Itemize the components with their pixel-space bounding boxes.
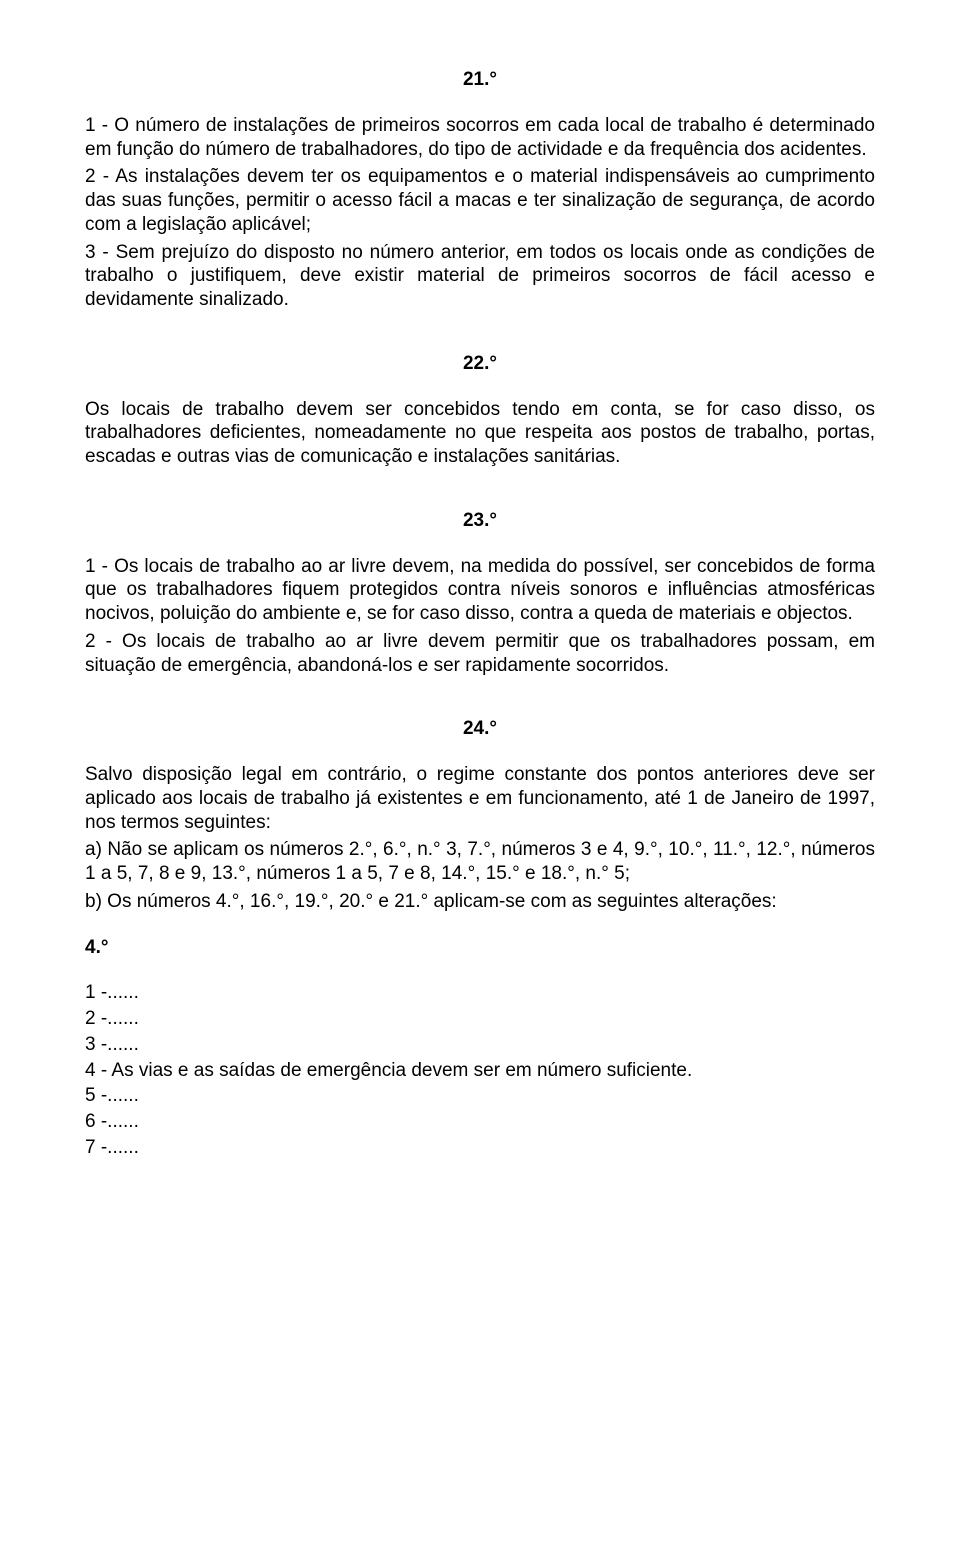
- article-4-line-7: 7 -......: [85, 1136, 875, 1160]
- article-24-para-1: Salvo disposição legal em contrário, o r…: [85, 763, 875, 834]
- article-4-line-2: 2 -......: [85, 1007, 875, 1031]
- article-number-22: 22.°: [85, 352, 875, 376]
- article-23-para-1: 1 - Os locais de trabalho ao ar livre de…: [85, 555, 875, 626]
- article-4-line-3: 3 -......: [85, 1033, 875, 1057]
- article-24-item-a: a) Não se aplicam os números 2.°, 6.°, n…: [85, 838, 875, 886]
- article-21-para-3: 3 - Sem prejuízo do disposto no número a…: [85, 241, 875, 312]
- article-23-para-2: 2 - Os locais de trabalho ao ar livre de…: [85, 630, 875, 678]
- article-number-23: 23.°: [85, 509, 875, 533]
- article-22-para-1: Os locais de trabalho devem ser concebid…: [85, 398, 875, 469]
- article-4-line-6: 6 -......: [85, 1110, 875, 1134]
- article-24-item-b: b) Os números 4.°, 16.°, 19.°, 20.° e 21…: [85, 890, 875, 914]
- article-4-line-5: 5 -......: [85, 1084, 875, 1108]
- article-4-line-4: 4 - As vias e as saídas de emergência de…: [85, 1059, 875, 1083]
- article-number-24: 24.°: [85, 717, 875, 741]
- article-4-line-1: 1 -......: [85, 981, 875, 1005]
- article-21-para-2: 2 - As instalações devem ter os equipame…: [85, 165, 875, 236]
- article-number-21: 21.°: [85, 68, 875, 92]
- article-number-4: 4.°: [85, 936, 875, 960]
- article-21-para-1: 1 - O número de instalações de primeiros…: [85, 114, 875, 162]
